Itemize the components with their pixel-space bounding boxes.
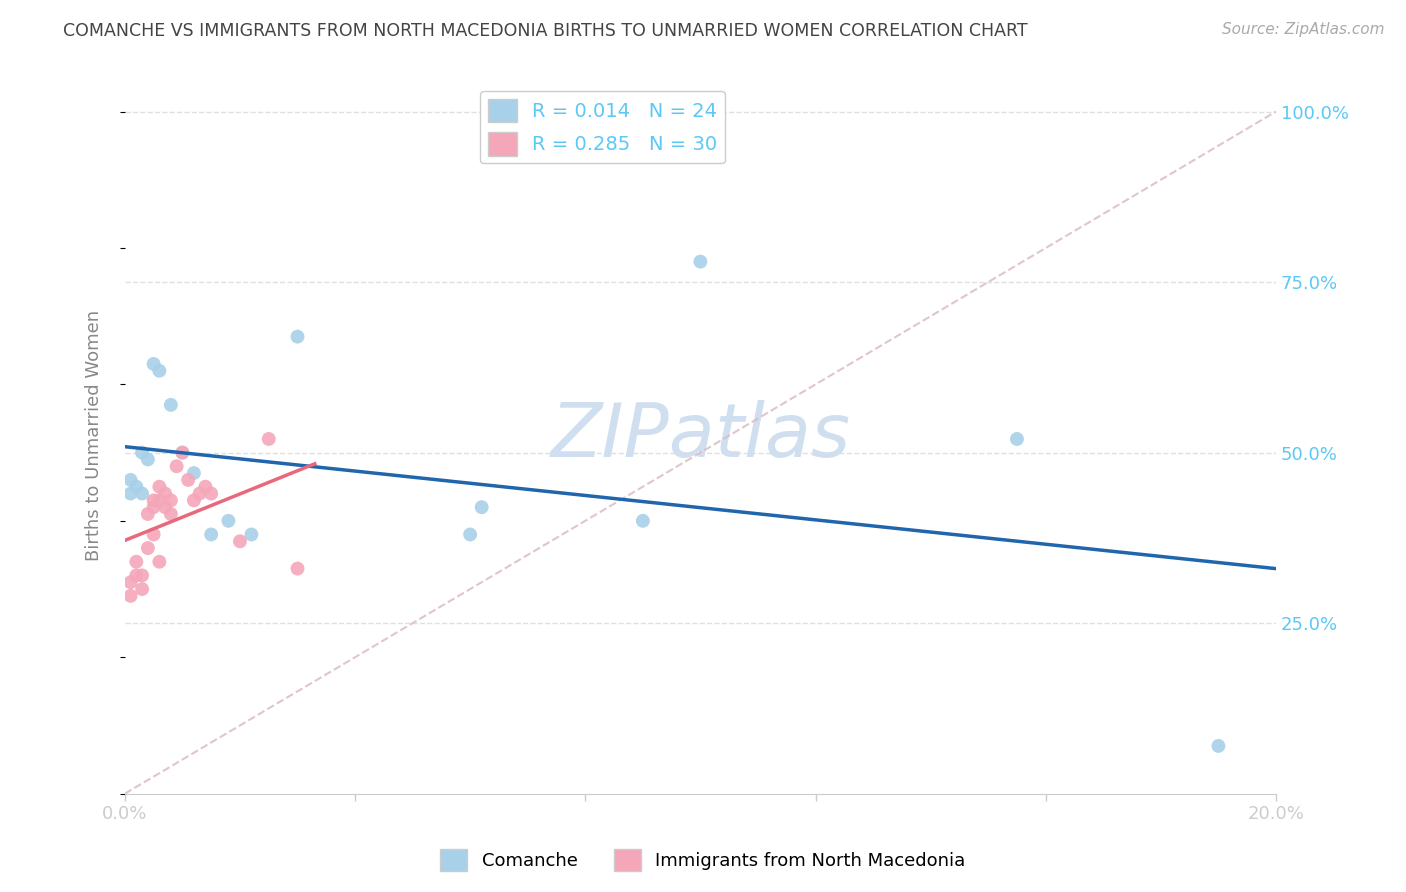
Point (471, 500, 494, 515)
Point (148, 364, 170, 378)
Point (153, 486, 176, 500)
Point (631, 514, 654, 528)
Point (136, 452, 159, 467)
Point (148, 480, 170, 494)
Point (125, 555, 148, 569)
Text: ZIPatlas: ZIPatlas (550, 400, 851, 472)
Point (166, 459, 188, 474)
Point (458, 527, 481, 541)
Point (136, 507, 159, 521)
Point (131, 582, 153, 596)
Point (125, 480, 148, 494)
Point (153, 500, 176, 515)
Point (160, 398, 183, 412)
Point (1005, 432, 1028, 446)
Point (148, 493, 170, 508)
Point (131, 445, 153, 459)
Point (120, 473, 142, 487)
Text: COMANCHE VS IMMIGRANTS FROM NORTH MACEDONIA BIRTHS TO UNMARRIED WOMEN CORRELATIO: COMANCHE VS IMMIGRANTS FROM NORTH MACEDO… (63, 22, 1028, 40)
Point (131, 486, 153, 500)
Point (172, 445, 194, 459)
Point (120, 486, 142, 500)
Point (131, 568, 153, 582)
Point (148, 555, 170, 569)
Point (1208, 739, 1230, 753)
Point (142, 493, 165, 508)
Point (287, 561, 309, 575)
Point (229, 534, 252, 549)
Y-axis label: Births to Unmarried Women: Births to Unmarried Women (86, 310, 103, 561)
Point (188, 486, 211, 500)
Point (142, 527, 165, 541)
Point (194, 480, 217, 494)
Point (177, 473, 200, 487)
Text: Source: ZipAtlas.com: Source: ZipAtlas.com (1222, 22, 1385, 37)
Point (200, 486, 222, 500)
Point (160, 493, 183, 508)
Point (200, 527, 222, 541)
Point (120, 589, 142, 603)
Legend: Comanche, Immigrants from North Macedonia: Comanche, Immigrants from North Macedoni… (433, 842, 973, 879)
Legend: R = 0.014   N = 24, R = 0.285   N = 30: R = 0.014 N = 24, R = 0.285 N = 30 (479, 91, 725, 163)
Point (136, 541, 159, 555)
Point (689, 254, 711, 268)
Point (172, 445, 194, 459)
Point (183, 493, 205, 508)
Point (217, 514, 239, 528)
Point (160, 507, 183, 521)
Point (183, 466, 205, 480)
Point (120, 575, 142, 590)
Point (257, 432, 280, 446)
Point (287, 329, 309, 343)
Point (142, 357, 165, 371)
Point (142, 500, 165, 515)
Point (240, 527, 263, 541)
Point (125, 568, 148, 582)
